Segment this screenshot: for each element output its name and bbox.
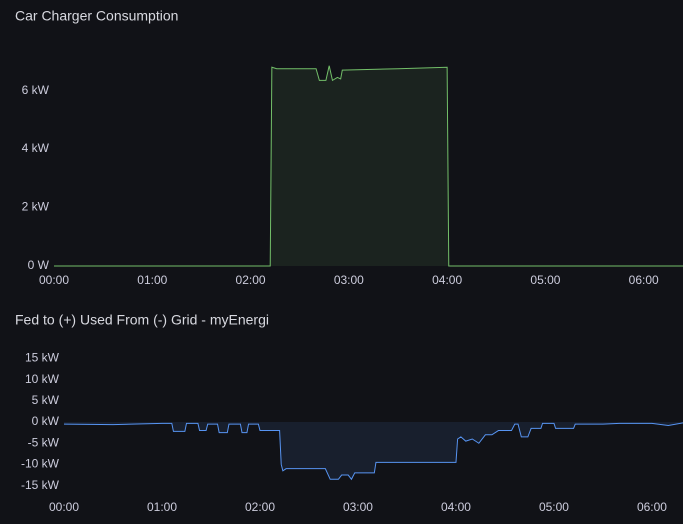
y-tick-label: 15 kW — [25, 351, 60, 365]
panel-title: Fed to (+) Used From (-) Grid - myEnergi — [15, 312, 269, 328]
y-tick-label: 4 kW — [22, 141, 50, 155]
x-tick-label: 01:00 — [137, 273, 167, 287]
x-tick-label: 01:00 — [147, 500, 177, 514]
x-tick-label: 02:00 — [236, 273, 266, 287]
x-tick-label: 00:00 — [49, 500, 79, 514]
line — [54, 65, 683, 267]
y-tick-label: 6 kW — [22, 83, 50, 97]
line — [64, 422, 683, 481]
x-tick-label: 06:00 — [637, 500, 667, 514]
x-tick-label: 05:00 — [530, 273, 560, 287]
y-tick-label: 2 kW — [22, 200, 50, 214]
x-tick-label: 03:00 — [334, 273, 364, 287]
y-tick-label: 0 kW — [32, 414, 60, 428]
panel-title: Car Charger Consumption — [15, 8, 178, 24]
y-tick-label: 0 W — [28, 258, 50, 272]
y-tick-label: -10 kW — [21, 457, 60, 471]
x-tick-label: 05:00 — [539, 500, 569, 514]
area — [64, 422, 683, 480]
y-tick-label: -5 kW — [28, 435, 60, 449]
x-tick-label: 04:00 — [432, 273, 462, 287]
area — [54, 65, 683, 267]
x-tick-label: 03:00 — [343, 500, 373, 514]
x-tick-label: 06:00 — [629, 273, 659, 287]
x-tick-label: 00:00 — [39, 273, 69, 287]
y-tick-label: 10 kW — [25, 372, 60, 386]
y-tick-label: 5 kW — [32, 393, 60, 407]
x-tick-label: 04:00 — [441, 500, 471, 514]
x-tick-label: 02:00 — [245, 500, 275, 514]
y-tick-label: -15 kW — [21, 478, 60, 492]
